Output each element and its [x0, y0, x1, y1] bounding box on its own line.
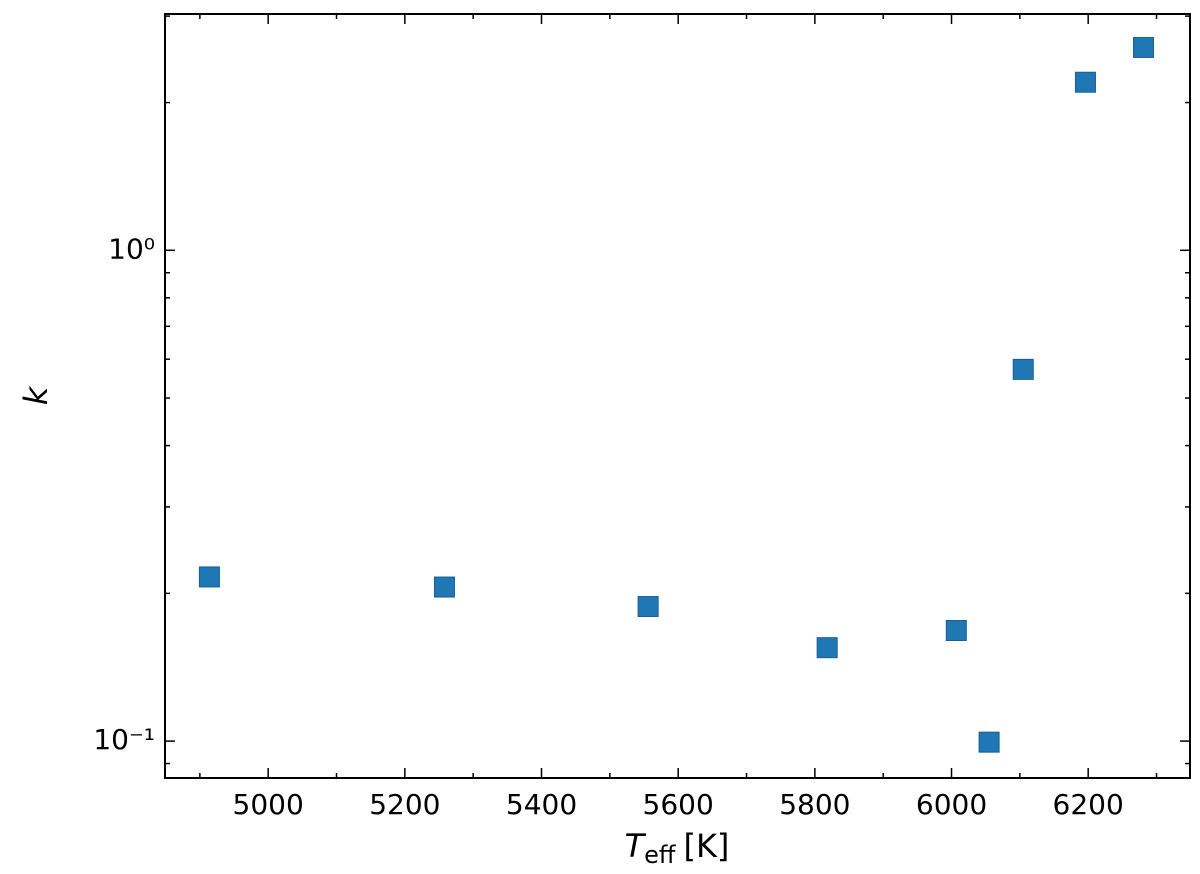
marker	[978, 731, 1000, 753]
x-tick-label: 5000	[233, 788, 304, 821]
x-tick-label: 5600	[643, 788, 714, 821]
y-axis-label: k	[17, 385, 55, 405]
x-tick-label: 5800	[779, 788, 850, 821]
x-tick-label: 6200	[1053, 788, 1124, 821]
marker	[433, 576, 455, 598]
y-tick-label: 10⁻¹	[93, 723, 155, 756]
marker	[945, 620, 967, 642]
x-tick-label: 5200	[369, 788, 440, 821]
plot-frame	[164, 13, 1191, 779]
x-tick-label: 6000	[916, 788, 987, 821]
x-tick-label: 5400	[506, 788, 577, 821]
marker	[1133, 36, 1155, 58]
marker	[1012, 358, 1034, 380]
x-label-symbol: T	[625, 827, 647, 865]
x-label-unit: [K]	[683, 827, 729, 865]
marker	[198, 566, 220, 588]
marker	[637, 596, 659, 618]
marker	[816, 637, 838, 659]
x-axis-label: Teff [K]	[625, 827, 730, 869]
x-label-subscript: eff	[644, 841, 676, 869]
marker	[1074, 71, 1096, 93]
y-tick-label: 10⁰	[108, 232, 155, 265]
